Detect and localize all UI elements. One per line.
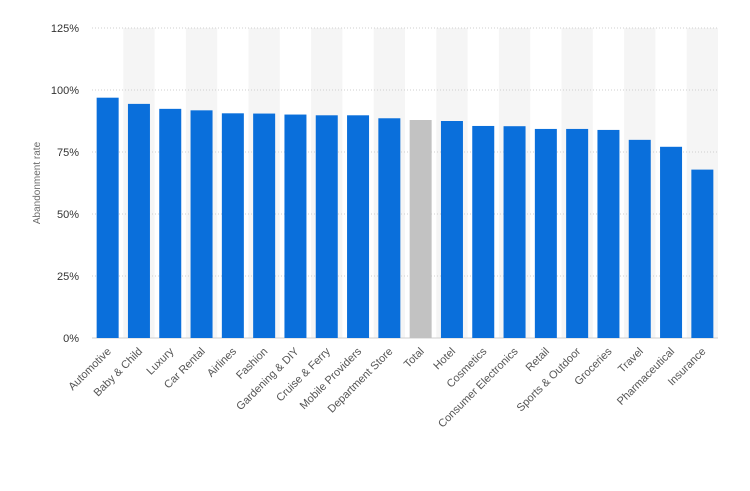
bar-mobile-providers[interactable] [347, 115, 370, 339]
y-tick-labels: 0% 25% 50% 75% 100% 125% [51, 23, 79, 345]
bar-travel[interactable] [628, 139, 651, 338]
bar-consumer-electronics[interactable] [503, 126, 526, 338]
x-tick-label: Cruise & Ferry [274, 345, 333, 404]
x-tick-label: Hotel [431, 346, 458, 373]
y-tick-label: 100% [51, 85, 79, 97]
y-tick-label: 25% [57, 271, 79, 283]
y-axis-label: Abandonment rate [32, 141, 43, 224]
bar-retail[interactable] [534, 128, 557, 338]
bar-cosmetics[interactable] [472, 125, 495, 339]
bar-sports-outdoor[interactable] [566, 128, 589, 338]
bar-pharmaceutical[interactable] [660, 146, 683, 338]
bar-hotel[interactable] [440, 121, 463, 338]
bars-layer [96, 97, 714, 339]
bar-gardening-diy[interactable] [284, 114, 307, 338]
bar-cruise-ferry[interactable] [315, 115, 338, 339]
bar-insurance[interactable] [691, 169, 714, 338]
x-tick-label: Total [402, 346, 427, 371]
y-tick-label: 50% [57, 209, 79, 221]
bar-automotive[interactable] [96, 97, 119, 338]
bar-airlines[interactable] [221, 113, 244, 338]
bar-baby-child[interactable] [127, 103, 150, 338]
bar-luxury[interactable] [159, 108, 182, 339]
y-tick-label: 125% [51, 23, 79, 35]
bar-total[interactable] [409, 120, 432, 339]
bar-groceries[interactable] [597, 129, 620, 338]
x-tick-label: Travel [616, 346, 646, 376]
bar-fashion[interactable] [253, 113, 276, 338]
x-tick-label: Retail [524, 346, 552, 374]
y-tick-label: 0% [63, 333, 79, 345]
bar-car-rental[interactable] [190, 110, 213, 338]
y-tick-label: 75% [57, 147, 79, 159]
bar-department-store[interactable] [378, 118, 401, 338]
